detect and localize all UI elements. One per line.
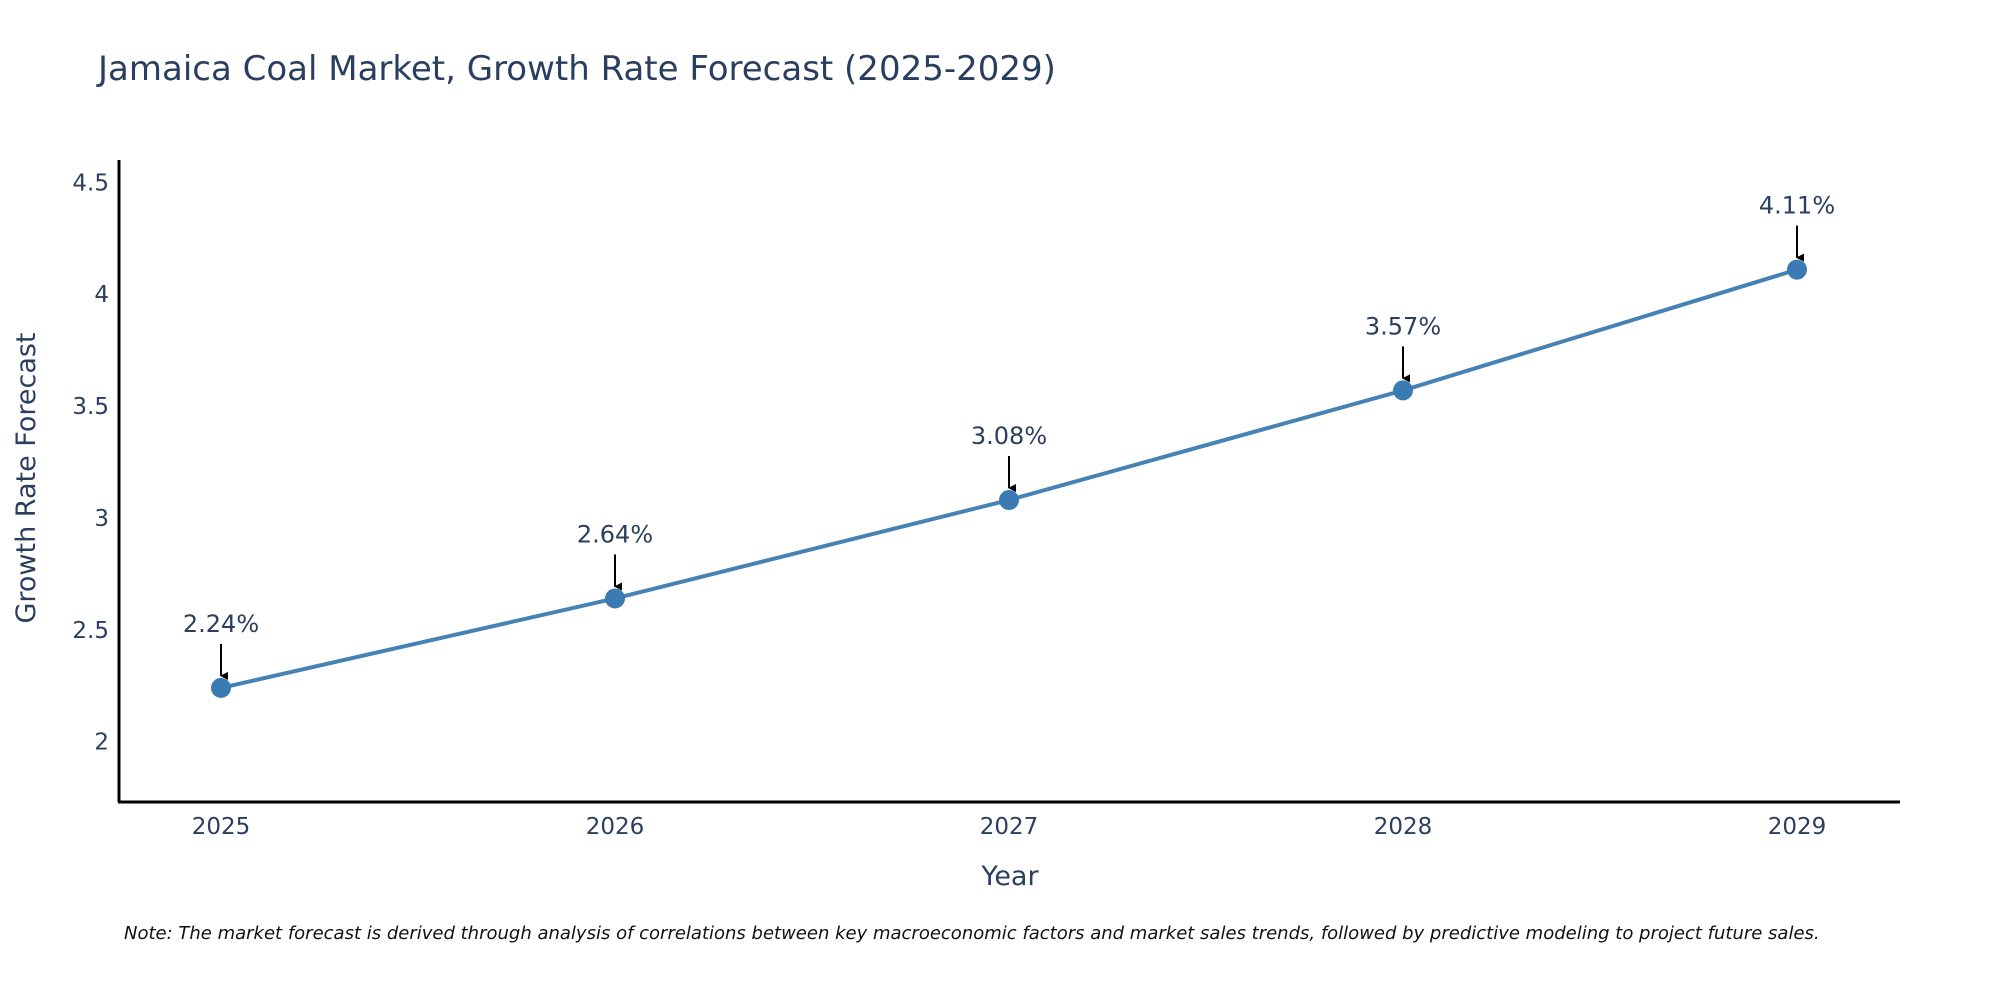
data-label: 3.08% <box>971 422 1047 450</box>
chart-title: Jamaica Coal Market, Growth Rate Forecas… <box>96 49 1056 89</box>
y-tick-label: 4 <box>94 282 109 308</box>
data-label: 2.24% <box>183 610 259 638</box>
data-label: 4.11% <box>1759 192 1835 220</box>
x-axis-title: Year <box>980 861 1039 892</box>
series-layer <box>211 259 1807 698</box>
x-tick-label: 2027 <box>980 814 1039 840</box>
y-tick-label: 2 <box>94 730 109 756</box>
annotation-layer: 2.24% 2.64% 3.08% 3.57% 4.11% <box>183 192 1835 680</box>
data-point <box>999 490 1019 511</box>
y-axis-ticks: 2 2.5 3 3.5 4 4.5 <box>72 170 109 755</box>
x-tick-label: 2028 <box>1374 814 1433 840</box>
y-tick-label: 4.5 <box>72 170 109 196</box>
y-tick-label: 3 <box>94 506 109 532</box>
y-axis-title: Growth Rate Forecast <box>11 332 42 623</box>
x-tick-label: 2026 <box>586 814 645 840</box>
data-point <box>605 588 625 609</box>
data-label: 3.57% <box>1365 312 1441 340</box>
data-point <box>1787 259 1807 280</box>
y-tick-label: 3.5 <box>72 394 109 420</box>
data-point <box>211 677 231 698</box>
data-point <box>1393 380 1413 401</box>
y-tick-label: 2.5 <box>72 618 109 644</box>
data-label: 2.64% <box>577 520 653 548</box>
x-tick-label: 2029 <box>1768 814 1827 840</box>
x-tick-label: 2025 <box>192 814 251 840</box>
footnote: Note: The market forecast is derived thr… <box>124 923 1820 944</box>
x-axis-ticks: 2025 2026 2027 2028 2029 <box>192 814 1827 840</box>
